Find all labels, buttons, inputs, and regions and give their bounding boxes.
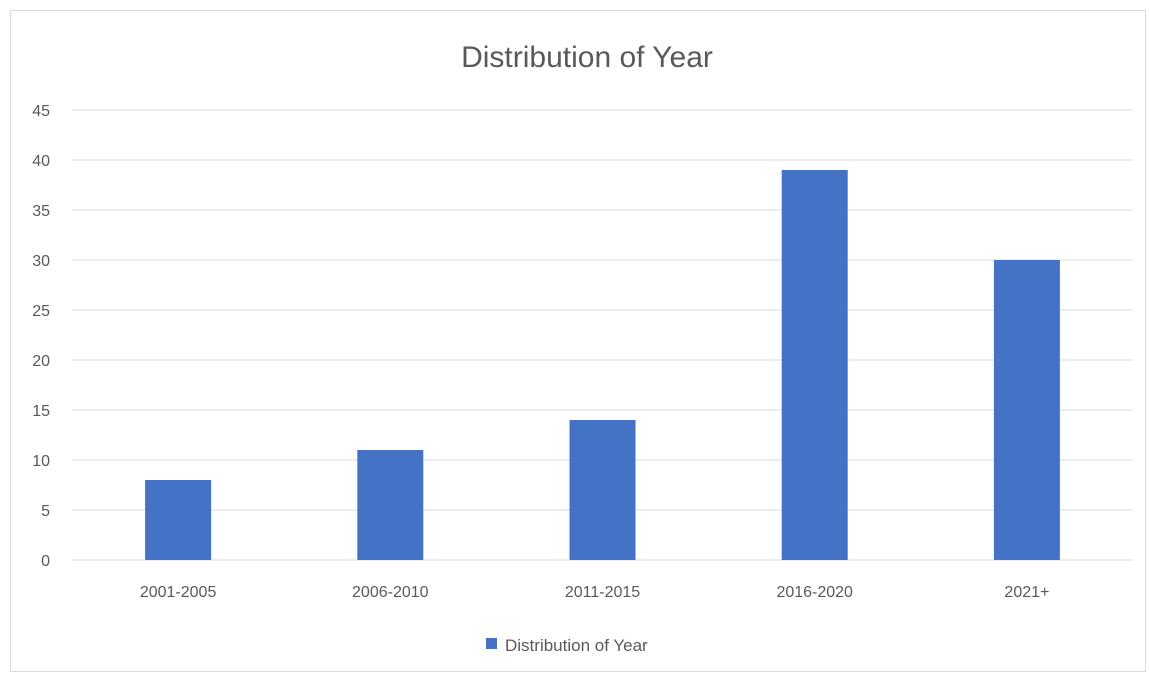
x-tick-label: 2011-2015 xyxy=(565,584,640,601)
y-tick-label: 30 xyxy=(32,253,50,270)
legend: Distribution of Year xyxy=(486,636,648,655)
x-axis-ticks: 2001-2005 2006-2010 2011-2015 2016-2020 2021… xyxy=(140,584,1050,601)
bars xyxy=(145,170,1060,560)
y-tick-label: 35 xyxy=(32,203,50,220)
legend-label: Distribution of Year xyxy=(505,636,648,655)
y-axis-ticks: 0 5 10 15 20 25 30 35 40 45 xyxy=(32,103,50,570)
y-tick-label: 40 xyxy=(32,153,50,170)
y-tick-label: 0 xyxy=(41,553,50,570)
y-tick-label: 25 xyxy=(32,303,50,320)
chart-frame xyxy=(10,10,1146,672)
x-tick-label: 2021+ xyxy=(1004,584,1049,601)
x-tick-label: 2006-2010 xyxy=(352,584,429,601)
bar-2016-2020 xyxy=(781,170,848,560)
x-tick-label: 2001-2005 xyxy=(140,584,217,601)
y-tick-label: 20 xyxy=(32,353,50,370)
y-tick-label: 5 xyxy=(41,503,50,520)
grid xyxy=(72,109,1133,561)
bar-2021+ xyxy=(993,260,1060,560)
bar-2006-2010 xyxy=(357,450,424,560)
bar-2011-2015 xyxy=(569,420,636,560)
x-tick-label: 2016-2020 xyxy=(776,584,853,601)
y-tick-label: 45 xyxy=(32,103,50,120)
y-tick-label: 10 xyxy=(32,453,50,470)
bar-2001-2005 xyxy=(145,480,212,560)
y-tick-label: 15 xyxy=(32,403,50,420)
legend-swatch xyxy=(486,638,497,649)
chart-title: Distribution of Year xyxy=(461,41,713,74)
